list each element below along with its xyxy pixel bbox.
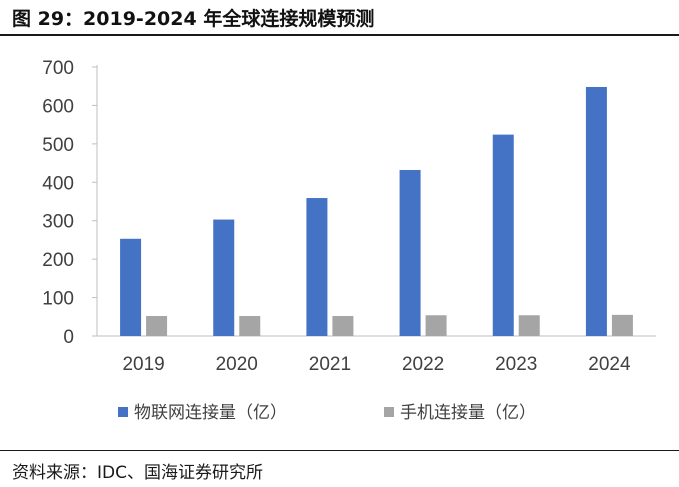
y-tick-label: 400 [42, 173, 74, 194]
mobile-bar [332, 316, 354, 336]
mobile-bar [146, 316, 168, 336]
source-note: 资料来源：IDC、国海证券研究所 [12, 463, 263, 483]
mobile-bar [518, 315, 540, 336]
y-tick-label: 600 [42, 96, 74, 117]
x-tick-label: 2023 [495, 354, 537, 375]
chart-legend: 物联网连接量（亿） 手机连接量（亿） [118, 403, 536, 423]
x-tick-label: 2024 [588, 354, 631, 375]
iot-bar [585, 86, 607, 337]
y-tick-label: 700 [42, 58, 74, 79]
chart-bars [120, 86, 633, 337]
x-tick-label: 2021 [309, 354, 351, 375]
y-tick-label: 0 [63, 327, 74, 348]
x-axis-ticks: 2019 2020 2021 2022 2023 2024 [122, 354, 631, 375]
y-tick-label: 500 [42, 135, 74, 156]
iot-bar [306, 198, 328, 336]
y-tick-label: 100 [42, 289, 74, 310]
legend-swatch-iot [118, 407, 128, 417]
y-axis-ticks: 0 100 200 300 400 500 600 700 [42, 58, 97, 348]
mobile-bar [239, 316, 261, 336]
footer-divider [0, 450, 679, 451]
iot-bar [399, 169, 421, 336]
x-tick-label: 2022 [402, 354, 444, 375]
legend-label-mobile: 手机连接量（亿） [400, 403, 536, 423]
iot-bar [492, 134, 514, 336]
iot-bar [213, 219, 235, 336]
x-tick-label: 2020 [216, 354, 258, 375]
mobile-bar [425, 315, 447, 336]
mobile-bar [611, 314, 633, 336]
title-divider [0, 34, 679, 36]
iot-bar [120, 238, 142, 336]
legend-swatch-mobile [384, 407, 394, 417]
x-tick-label: 2019 [122, 354, 164, 375]
chart-axes [96, 65, 656, 337]
y-tick-label: 200 [42, 250, 74, 271]
legend-label-iot: 物联网连接量（亿） [134, 403, 287, 423]
y-tick-label: 300 [42, 212, 74, 233]
figure-title: 图 29：2019-2024 年全球连接规模预测 [12, 8, 375, 30]
